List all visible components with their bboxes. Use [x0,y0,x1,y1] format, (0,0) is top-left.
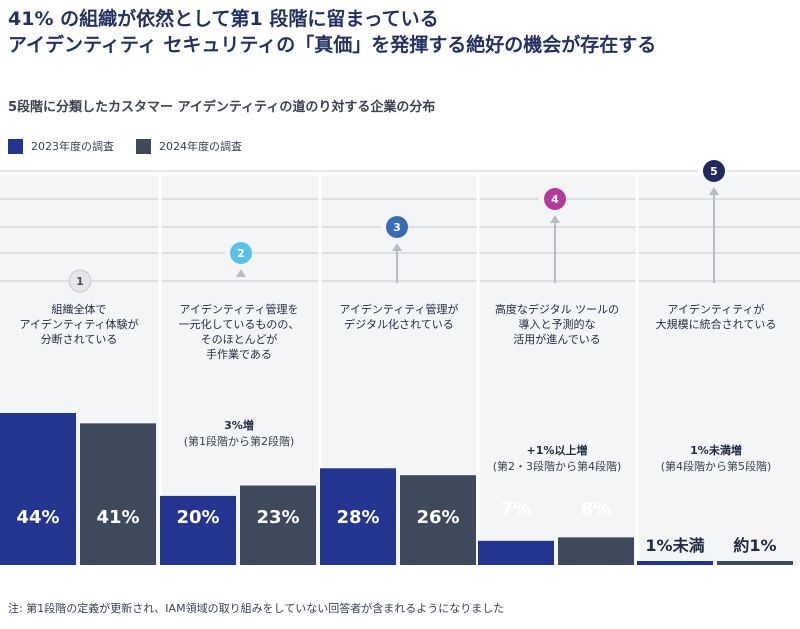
stage-description-line: 導入と予測的な [518,318,596,331]
stage-change-detail: (第2・3段階から第4段階) [492,460,622,473]
stage-badge [544,188,566,210]
stage-arrow-head [550,215,560,223]
stage-description-line: 一元化しているものの、 [178,318,300,331]
stage-description: 組織全体でアイデンティティ体験が 分断されている [0,302,158,347]
stage-badge-number: 2 [237,247,245,260]
stage-badge-number: 3 [393,221,401,234]
stage-badge-number: 4 [551,193,559,206]
stage-description-line: そのほとんどが [200,333,278,346]
bar-value-label: 20% [176,507,219,528]
bar-2023 [320,468,396,565]
bar-value-label: 44% [16,507,59,528]
bar-value-label: 41% [96,507,139,528]
stage-description-line: アイデンティティ管理を [179,303,299,316]
stage-change-note: +1%以上増 (第2・3段階から第4段階) [478,443,636,475]
chart-legend: 2023年度の調査 2024年度の調査 [8,138,242,154]
stage-change-note: 1%未満増 (第4段階から第5段階) [637,443,795,475]
bar-2024 [558,537,634,565]
bar-2024 [240,485,316,565]
stage-description-line: アイデンティティが [667,303,765,316]
title-line-1: 41% の組織が依然として第1 段階に留まっている [8,8,439,30]
bar-2023 [0,413,76,565]
title-line-2: アイデンティティ セキュリティの「真価」を発揮する絶好の機会が存在する [8,34,657,56]
bar-value-label: 28% [336,507,379,528]
footnote: 注: 第1段階の定義が更新され、IAM領域の取り組みをしていない回答者が含まれる… [8,602,505,615]
bar-2024 [717,561,793,565]
stage-badge [230,242,252,264]
stage-change-note: 3%増 (第1段階から第2段階) [160,418,318,450]
stage-change-headline: 1%未満増 [690,444,742,457]
stage-change-detail: (第4段階から第5段階) [660,460,772,473]
stage-badge [703,160,725,182]
stage-badge [386,216,408,238]
bar-value-label: 1%未満 [645,536,704,555]
bar-2023 [478,540,554,565]
stage-description-line: デジタル化されている [344,318,454,331]
stage-description-line: アイデンティティ体験が [19,318,139,331]
stage-description-line: 組織全体で [51,303,107,316]
stage-badge-number: 5 [710,165,718,178]
legend-swatch-2024 [136,138,151,154]
stage-description-line: 高度なデジタル ツールの [494,303,620,316]
bar-value-label: 23% [256,507,299,528]
stage-description: アイデンティティ管理を 一元化しているものの、 そのほとんどが 手作業である [160,302,318,362]
bar-2024 [80,423,156,565]
bar-value-label: 7% [501,499,532,520]
stage-description-line: 手作業である [206,348,272,361]
stage-description-line: 活用が進んでいる [513,333,601,346]
stage-change-headline: +1%以上増 [526,444,588,457]
stage-description-line: 大規模に統合されている [655,318,777,331]
legend-label-2023: 2023年度の調査 [31,140,114,153]
bar-2024 [400,475,476,565]
stage-description: 高度なデジタル ツールの 導入と予測的な 活用が進んでいる [478,302,636,347]
legend-label-2024: 2024年度の調査 [159,140,242,153]
stage-arrow-head [392,243,402,251]
stage-badge-number: 1 [76,275,84,288]
stage-description: アイデンティティ管理が デジタル化されている [320,302,478,332]
bar-2023 [637,561,713,565]
bar-2023 [160,495,236,565]
stage-description: アイデンティティが 大規模に統合されている [637,302,795,332]
chart-subtitle: 5段階に分類したカスタマー アイデンティティの道のり対する企業の分布 [8,100,436,115]
stage-description-line: 分断されている [40,333,118,346]
stage-badge [68,269,92,293]
stage-change-detail: (第1段階から第2段階) [183,435,295,448]
legend-swatch-2023 [8,138,23,154]
legend-item-2023: 2023年度の調査 [8,138,114,154]
bar-value-label: 8% [581,499,612,520]
bar-value-label: 約1% [733,536,776,555]
stage-change-headline: 3%増 [224,419,254,432]
bar-value-label: 26% [416,507,459,528]
stage-description-line: アイデンティティ管理が [339,303,459,316]
stage-arrow-head [709,187,719,195]
page-title: 41% の組織が依然として第1 段階に留まっている アイデンティティ セキュリテ… [8,6,656,58]
legend-item-2024: 2024年度の調査 [136,138,242,154]
stage-arrow-head [236,269,246,277]
